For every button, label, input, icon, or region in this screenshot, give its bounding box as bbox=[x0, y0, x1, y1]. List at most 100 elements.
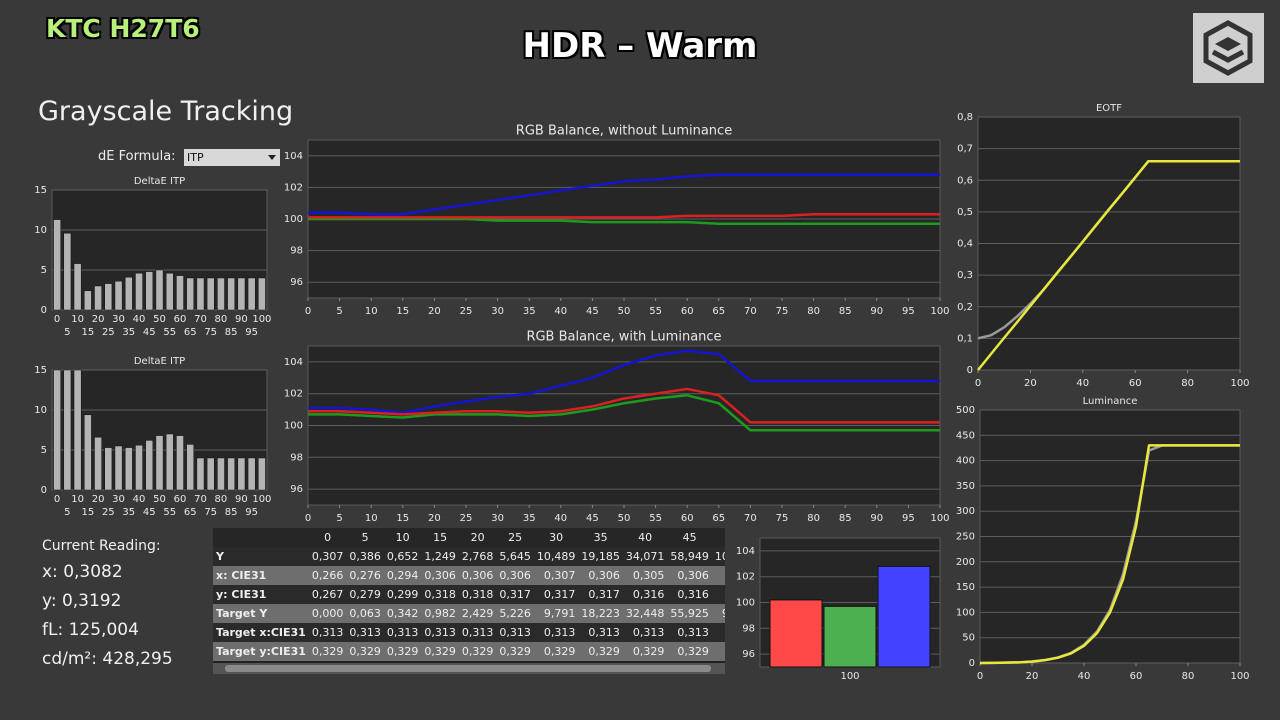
cell: 0,317 bbox=[496, 585, 534, 604]
x-tick-label: 10 bbox=[71, 494, 84, 505]
x-tick-label: 95 bbox=[245, 327, 258, 338]
bar bbox=[53, 369, 61, 491]
x-tick-label: 10 bbox=[71, 314, 84, 325]
cell: 34,071 bbox=[622, 547, 668, 566]
x-tick-label: 55 bbox=[649, 306, 662, 317]
table-row: Target y:CIE31 0,329 0,329 0,329 0,329 0,329 0… bbox=[213, 642, 725, 661]
row-label: Target x:CIE31 bbox=[213, 623, 309, 642]
series-line bbox=[308, 387, 940, 424]
y-tick-label: 0 bbox=[969, 658, 975, 669]
cell: 0,316 bbox=[711, 585, 725, 604]
y-tick-label: 350 bbox=[956, 481, 975, 492]
bar bbox=[165, 433, 174, 491]
y-tick-label: 0 bbox=[41, 485, 47, 496]
x-tick-label: 95 bbox=[902, 513, 915, 524]
data-table: 05101520253035404550Y0,3070,3860,6521,24… bbox=[213, 528, 725, 674]
x-tick-label: 65 bbox=[184, 327, 197, 338]
x-tick-label: 25 bbox=[102, 327, 115, 338]
bar bbox=[63, 369, 72, 491]
bar bbox=[227, 277, 235, 311]
cell: 0,318 bbox=[421, 585, 459, 604]
table-row: Target Y 0,000 0,063 0,342 0,982 2,429 5,226 9,… bbox=[213, 604, 725, 623]
cell: 0,313 bbox=[421, 623, 459, 642]
cell: 0,306 bbox=[667, 566, 712, 585]
cell: 0,306 bbox=[711, 566, 725, 585]
x-tick-label: 80 bbox=[1182, 671, 1195, 682]
x-tick-label: 90 bbox=[870, 513, 883, 524]
bar bbox=[206, 277, 215, 311]
cell: 0,305 bbox=[622, 566, 668, 585]
bar bbox=[165, 272, 174, 311]
cell: 0,000 bbox=[308, 604, 347, 623]
x-tick-label: 50 bbox=[618, 306, 631, 317]
cell: 0,299 bbox=[383, 585, 422, 604]
y-tick-label: 0,8 bbox=[957, 112, 973, 123]
x-tick-label: 60 bbox=[681, 306, 694, 317]
chart-title: EOTF bbox=[1096, 103, 1122, 114]
page-title: HDR – Warm bbox=[522, 26, 758, 66]
cell: 0,306 bbox=[578, 566, 623, 585]
cell: 0,307 bbox=[533, 566, 579, 585]
cell: 0,386 bbox=[346, 547, 384, 566]
cell: 0,982 bbox=[421, 604, 459, 623]
bar bbox=[53, 219, 61, 311]
cell: 0,294 bbox=[383, 566, 422, 585]
x-tick-label: 15 bbox=[396, 513, 409, 524]
x-tick-label: 85 bbox=[225, 327, 238, 338]
x-tick-label: 10 bbox=[365, 306, 378, 317]
x-tick-label: 0 bbox=[305, 306, 311, 317]
y-tick-label: 102 bbox=[284, 182, 303, 193]
scrollbar[interactable] bbox=[213, 663, 725, 674]
formula-dropdown[interactable]: ITP bbox=[184, 149, 280, 166]
cell: 0,306 bbox=[458, 566, 497, 585]
x-tick-label: 30 bbox=[491, 513, 504, 524]
x-tick-label: 60 bbox=[1130, 671, 1143, 682]
x-tick-label: 35 bbox=[122, 507, 135, 518]
series-line bbox=[308, 217, 940, 225]
y-tick-label: 104 bbox=[284, 357, 303, 368]
bar bbox=[227, 457, 235, 491]
bar bbox=[206, 457, 215, 491]
bar bbox=[176, 275, 184, 311]
chart-title: RGB Balance, with Luminance bbox=[526, 330, 721, 345]
y-tick-label: 104 bbox=[736, 546, 755, 557]
x-tick-label: 70 bbox=[744, 513, 757, 524]
bar bbox=[186, 277, 195, 311]
x-tick-label: 40 bbox=[133, 494, 146, 505]
column-header: 40 bbox=[622, 528, 668, 547]
x-tick-label: 15 bbox=[81, 327, 94, 338]
bar bbox=[135, 444, 143, 491]
x-tick-label: 45 bbox=[586, 513, 599, 524]
y-tick-label: 0,5 bbox=[957, 207, 973, 218]
y-tick-label: 100 bbox=[956, 607, 975, 618]
device-name: KTC H27T6 bbox=[46, 14, 200, 43]
series-line bbox=[308, 394, 940, 432]
bar bbox=[155, 269, 164, 311]
cell: 18,223 bbox=[578, 604, 623, 623]
bar bbox=[104, 283, 113, 311]
cell: 0,313 bbox=[711, 623, 725, 642]
series-line bbox=[308, 173, 940, 216]
x-tick-label: 85 bbox=[839, 513, 852, 524]
x-tick-label: 100 bbox=[930, 513, 949, 524]
x-tick-label: 0 bbox=[975, 378, 981, 389]
x-tick-label: 90 bbox=[870, 306, 883, 317]
x-tick-label: 80 bbox=[807, 513, 820, 524]
x-tick-label: 40 bbox=[554, 513, 567, 524]
x-tick-label: 35 bbox=[523, 306, 536, 317]
cell: 0,306 bbox=[496, 566, 534, 585]
cell: 0,342 bbox=[383, 604, 422, 623]
bar bbox=[114, 280, 123, 311]
cell: 19,185 bbox=[578, 547, 623, 566]
x-tick-label: 50 bbox=[618, 513, 631, 524]
table-row: Target x:CIE31 0,313 0,313 0,313 0,313 0,313 0… bbox=[213, 623, 725, 642]
column-header: 0 bbox=[308, 528, 347, 547]
cell: 9,791 bbox=[533, 604, 579, 623]
x-tick-label: 5 bbox=[336, 513, 342, 524]
cell: 2,429 bbox=[458, 604, 497, 623]
bar bbox=[145, 271, 154, 311]
scroll-thumb[interactable] bbox=[225, 665, 711, 672]
cell: 0,063 bbox=[346, 604, 384, 623]
cell: 0,329 bbox=[578, 642, 623, 661]
y-tick-label: 400 bbox=[956, 456, 975, 467]
